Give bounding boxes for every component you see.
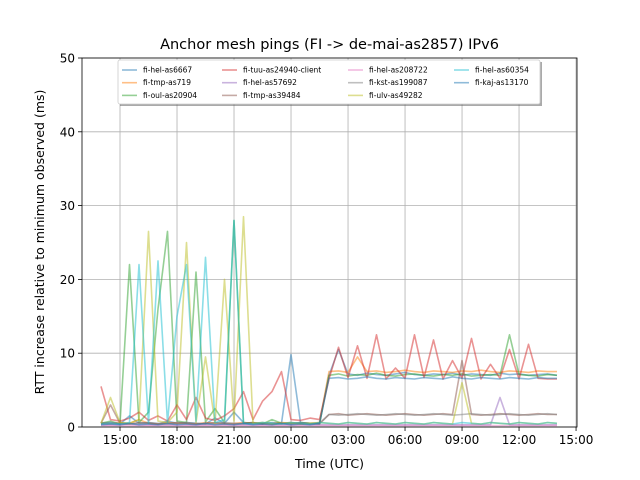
y-tick-label: 0 <box>67 421 75 435</box>
series-line-fi-hel-as60354 <box>100 219 558 425</box>
legend-box <box>117 59 541 105</box>
plot-frame <box>81 57 578 428</box>
legend-label: fi-kaj-as13170 <box>475 78 529 87</box>
legend-label: fi-hel-as57692 <box>243 78 297 87</box>
x-tick-label: 00:00 <box>274 433 309 447</box>
y-axis-label: RTT increase relative to minimum observe… <box>32 90 47 395</box>
series-line-fi-kaj-as13170 <box>100 375 557 426</box>
x-tick-label: 06:00 <box>388 433 423 447</box>
legend-label: fi-kst-as199087 <box>369 78 428 87</box>
x-tick-label: 15:00 <box>559 433 594 447</box>
ticks: 15:00 18:00 21:00 00:00 03:00 06:00 09:00 12:00… <box>60 52 594 448</box>
chart-title: Anchor mesh pings (FI -> de-mai-as2857) … <box>160 37 499 53</box>
legend-label: fi-hel-as60354 <box>475 66 529 75</box>
y-tick-label: 20 <box>60 273 75 287</box>
legend-label: fi-tmp-as719 <box>143 78 191 87</box>
y-tick-label: 10 <box>60 347 75 361</box>
x-tick-label: 15:00 <box>103 433 138 447</box>
legend-label: fi-ulv-as49282 <box>369 91 423 100</box>
legend: fi-hel-as6667 fi-tmp-as719 fi-oul-as20904 f… <box>117 59 542 106</box>
x-tick-label: 21:00 <box>217 433 252 447</box>
legend-label: fi-tuu-as24940-client <box>243 66 321 75</box>
y-tick-label: 30 <box>60 199 75 213</box>
legend-label: fi-hel-as208722 <box>369 66 428 75</box>
series-lines <box>100 215 558 427</box>
x-tick-label: 09:00 <box>445 433 480 447</box>
legend-label: fi-oul-as20904 <box>143 91 197 100</box>
y-tick-label: 50 <box>60 52 75 66</box>
y-tick-label: 40 <box>60 125 75 139</box>
series-line-fi-oul-as20904 <box>100 219 558 425</box>
x-axis-label: Time (UTC) <box>294 456 364 471</box>
legend-label: fi-tmp-as39484 <box>243 91 301 100</box>
x-tick-label: 12:00 <box>502 433 537 447</box>
x-tick-label: 18:00 <box>160 433 195 447</box>
x-tick-label: 03:00 <box>331 433 366 447</box>
series-line-fi-kst-as199087 <box>100 412 558 425</box>
legend-label: fi-hel-as6667 <box>143 66 192 75</box>
